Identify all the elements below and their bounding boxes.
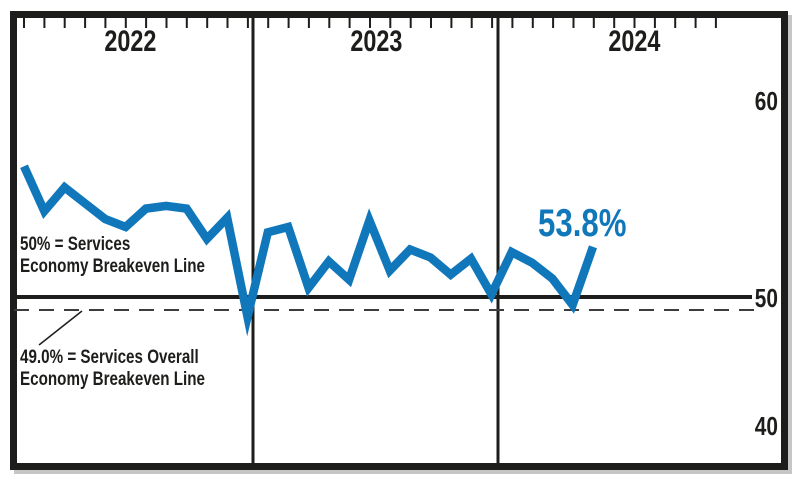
year-label-text: 2024 xyxy=(607,25,661,58)
year-label-2024: 2024 xyxy=(524,27,744,57)
annotation-line: Economy Breakeven Line xyxy=(20,369,251,391)
y-axis-label-text: 50 xyxy=(754,283,778,313)
y-axis-label-40: 40 xyxy=(718,413,778,439)
year-label-2022: 2022 xyxy=(20,27,240,57)
breakeven-50-annotation: 50% = Services Economy Breakeven Line xyxy=(20,234,251,278)
annotation-text: 49.0% = Services Overall xyxy=(20,347,199,368)
year-label-text: 2023 xyxy=(349,25,403,58)
chart-frame xyxy=(10,11,788,470)
annotation-line: 49.0% = Services Overall xyxy=(20,347,251,369)
annotation-pointer-line xyxy=(38,310,83,346)
y-axis-label-50: 50 xyxy=(718,285,778,311)
breakeven-49-annotation: 49.0% = Services Overall Economy Breakev… xyxy=(20,347,251,391)
annotation-line: Economy Breakeven Line xyxy=(20,256,251,278)
annotation-text: 50% = Services xyxy=(20,234,131,255)
y-axis-label-text: 40 xyxy=(754,411,778,441)
pmi-data-line xyxy=(20,164,598,337)
y-axis-label-text: 60 xyxy=(754,86,778,116)
annotation-text: Economy Breakeven Line xyxy=(20,369,206,390)
latest-value-label: 53.8% xyxy=(538,204,649,243)
y-axis-label-60: 60 xyxy=(718,88,778,114)
annotation-line: 50% = Services xyxy=(20,234,251,256)
month-ticks xyxy=(23,17,717,28)
year-label-2023: 2023 xyxy=(266,27,486,57)
latest-value-text: 53.8% xyxy=(538,202,627,245)
year-label-text: 2022 xyxy=(103,25,157,58)
annotation-text: Economy Breakeven Line xyxy=(20,256,206,277)
